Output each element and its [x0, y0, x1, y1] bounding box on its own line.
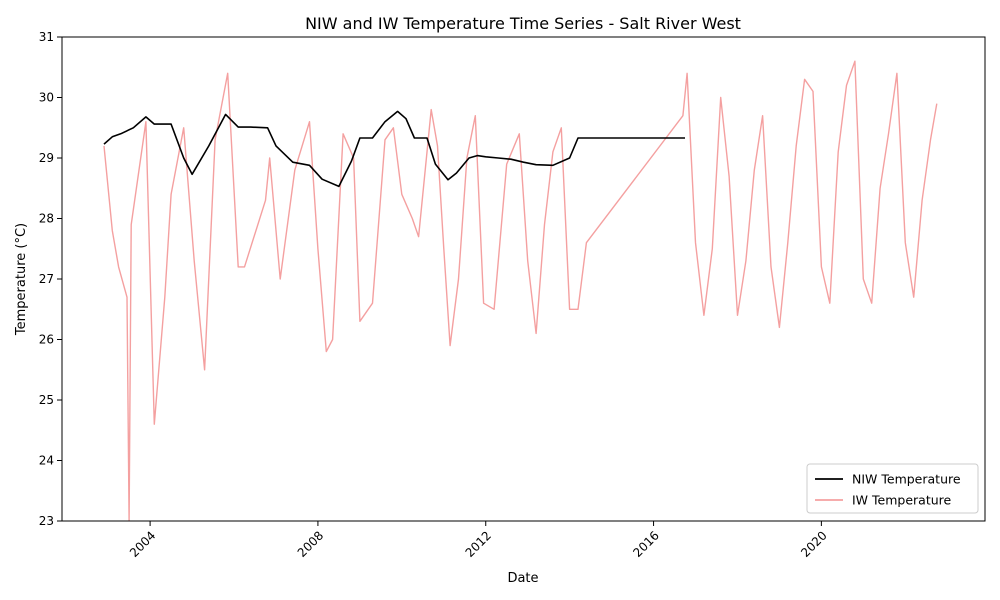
legend: NIW Temperature IW Temperature [806, 463, 979, 514]
y-tick-label: 24 [39, 454, 54, 468]
y-tick-label: 26 [39, 333, 54, 347]
legend-label-iw: IW Temperature [852, 493, 952, 508]
series-line-niw [103, 110, 685, 188]
x-tick-label: 2020 [798, 528, 829, 559]
y-tick-label: 31 [39, 30, 54, 44]
plot-area [103, 60, 938, 521]
y-tick-label: 23 [39, 514, 54, 528]
y-tick-label: 25 [39, 393, 54, 407]
x-tick-label: 2016 [630, 528, 661, 559]
axes-frame [61, 36, 986, 522]
y-tick-label: 30 [39, 91, 54, 105]
legend-label-niw: NIW Temperature [852, 472, 961, 487]
y-tick-label: 27 [39, 272, 54, 286]
chart-title: NIW and IW Temperature Time Series - Sal… [305, 14, 741, 33]
y-tick-label: 29 [39, 151, 54, 165]
x-axis-label: Date [507, 571, 538, 586]
x-tick-label: 2012 [463, 528, 494, 559]
legend-box [806, 463, 979, 514]
x-tick-label: 2004 [127, 528, 158, 559]
x-tick-label: 2008 [295, 528, 326, 559]
y-tick-label: 28 [39, 212, 54, 226]
series-line-iw [103, 60, 938, 521]
y-axis-label: Temperature (°C) [14, 223, 29, 336]
